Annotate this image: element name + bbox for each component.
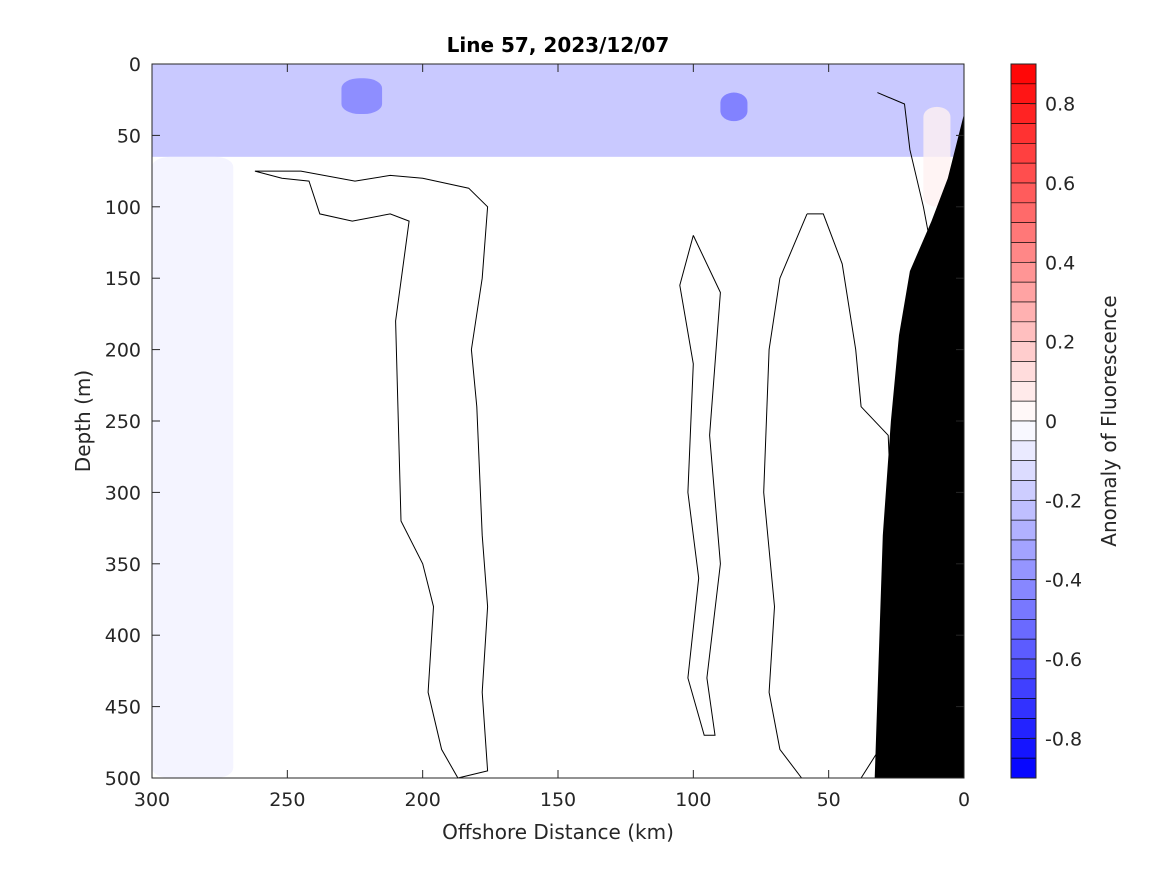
y-tick-label: 350 [105,554,141,576]
colorbar-level [1010,103,1037,124]
colorbar-level [1010,420,1037,442]
y-tick-label: 100 [105,197,141,219]
colorbar-level [1010,202,1037,223]
colorbar-tick-label: -0.8 [1045,728,1082,750]
y-tick-label: 0 [129,54,141,76]
colorbar-level [1010,440,1037,461]
y-tick-label: 450 [105,697,141,719]
anomaly-region [152,156,234,778]
colorbar-level [1010,400,1037,422]
y-tick-label: 400 [105,625,141,647]
colorbar-level [1010,83,1037,104]
colorbar-level [1010,281,1037,303]
anomaly-field [152,64,964,778]
anomaly-region [341,78,383,114]
colorbar-level [1010,301,1037,323]
colorbar-level [1010,559,1037,580]
anomaly-region [923,106,951,207]
colorbar-level [1010,63,1037,85]
y-tick-label: 500 [105,768,141,790]
colorbar-level [1010,757,1037,779]
field-background [152,64,964,778]
colorbar-level [1010,638,1037,660]
colorbar-level [1010,678,1037,699]
colorbar-tick-label: -0.6 [1045,649,1082,671]
chart-title: Line 57, 2023/12/07 [447,33,670,57]
colorbar-level [1010,599,1037,620]
colorbar-level [1010,480,1037,501]
colorbar-level [1010,519,1037,541]
zero-contour-line [679,235,721,736]
colorbar-level [1010,619,1037,640]
colorbar-level [1010,222,1037,243]
colorbar-level [1010,658,1037,680]
colorbar-level [1010,738,1037,759]
colorbar-tick-label: -0.4 [1045,570,1082,592]
colorbar-tick-label: -0.2 [1045,490,1082,512]
x-tick-label: 200 [405,789,441,811]
colorbar-level [1010,182,1037,204]
y-axis-label: Depth (m) [71,370,95,472]
colorbar-level [1010,361,1037,382]
colorbar-level [1010,143,1037,164]
zero-contour-line [763,213,906,779]
colorbar-level [1010,262,1037,283]
colorbar-level [1010,162,1037,184]
y-tick-label: 50 [117,125,141,147]
colorbar-level [1010,242,1037,263]
colorbar-tick-label: 0.6 [1045,173,1075,195]
colorbar: 0.8 0.6 0.4 0.2 0 -0.2 -0.4 -0.6 -0.8 [1010,63,1082,779]
colorbar-tick-label: 0.2 [1045,332,1075,354]
y-tick-label: 300 [105,482,141,504]
x-tick-label: 300 [134,789,170,811]
colorbar-level [1010,341,1037,362]
colorbar-level [1010,321,1037,342]
x-tick-label: 100 [675,789,711,811]
x-axis-label: Offshore Distance (km) [442,820,674,844]
anomaly-region [720,92,748,122]
zero-contour-line [254,170,489,779]
colorbar-level [1010,500,1037,521]
colorbar-level [1010,579,1037,600]
colorbar-tick-label: 0 [1045,411,1057,433]
colorbar-level [1010,381,1037,402]
x-tick-label: 50 [817,789,841,811]
colorbar-level [1010,718,1037,739]
x-axis-ticks: 300 250 200 150 100 50 0 [134,64,970,811]
y-tick-label: 150 [105,268,141,290]
x-tick-label: 0 [958,789,970,811]
x-tick-label: 250 [269,789,305,811]
anomaly-region [152,64,964,157]
colorbar-level [1010,460,1037,481]
colorbar-tick-label: 0.4 [1045,252,1075,274]
colorbar-level [1010,698,1037,719]
y-tick-label: 200 [105,340,141,362]
colorbar-tick-label: 0.8 [1045,94,1075,116]
colorbar-label: Anomaly of Fluorescence [1097,295,1121,546]
bathymetry-seafloor [874,114,964,778]
y-axis-ticks: 0 50 100 150 200 250 300 350 400 450 500 [105,54,964,790]
colorbar-level [1010,539,1037,561]
y-tick-label: 250 [105,411,141,433]
x-tick-label: 150 [540,789,576,811]
colorbar-level [1010,123,1037,144]
